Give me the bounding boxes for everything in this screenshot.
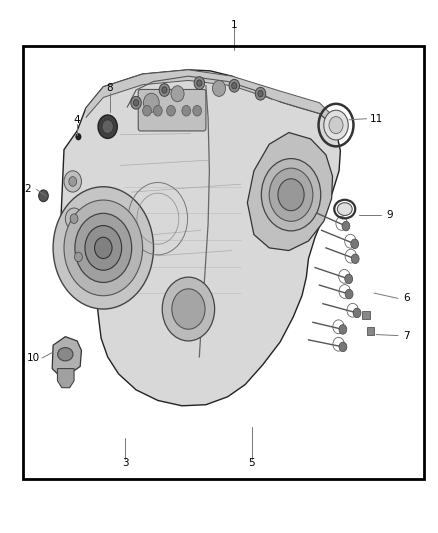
Text: 10: 10: [27, 353, 40, 363]
Circle shape: [255, 87, 266, 100]
Polygon shape: [60, 70, 340, 406]
Circle shape: [144, 93, 159, 112]
FancyBboxPatch shape: [138, 90, 206, 131]
Circle shape: [162, 277, 215, 341]
Circle shape: [171, 86, 184, 102]
Circle shape: [143, 106, 151, 116]
Circle shape: [342, 221, 350, 231]
Circle shape: [74, 252, 82, 262]
Circle shape: [95, 237, 112, 259]
Circle shape: [75, 213, 132, 282]
Circle shape: [85, 225, 122, 270]
Circle shape: [70, 214, 78, 223]
Circle shape: [324, 110, 348, 140]
Circle shape: [131, 96, 141, 109]
Text: 3: 3: [122, 458, 128, 468]
Text: 1: 1: [231, 20, 237, 30]
Text: 6: 6: [403, 293, 410, 303]
Circle shape: [172, 289, 205, 329]
Text: 7: 7: [403, 330, 410, 341]
Circle shape: [69, 176, 77, 186]
Circle shape: [64, 200, 143, 296]
Bar: [362, 311, 370, 319]
Bar: [367, 327, 374, 335]
Circle shape: [64, 171, 81, 192]
Circle shape: [269, 168, 313, 221]
Circle shape: [212, 80, 226, 96]
Circle shape: [197, 80, 202, 86]
Circle shape: [353, 308, 361, 318]
Polygon shape: [247, 133, 332, 251]
Circle shape: [258, 91, 263, 97]
Polygon shape: [57, 368, 74, 387]
Circle shape: [351, 254, 359, 263]
Circle shape: [53, 187, 153, 309]
Text: 5: 5: [248, 458, 255, 468]
Text: 9: 9: [386, 211, 392, 221]
Circle shape: [329, 117, 343, 134]
Circle shape: [39, 190, 48, 201]
Text: 2: 2: [25, 184, 31, 195]
Circle shape: [193, 106, 201, 116]
Circle shape: [98, 115, 117, 139]
Circle shape: [166, 106, 175, 116]
Circle shape: [232, 83, 237, 89]
Circle shape: [134, 100, 139, 106]
Polygon shape: [86, 70, 330, 123]
Bar: [22, 46, 424, 479]
Circle shape: [153, 106, 162, 116]
Circle shape: [351, 239, 359, 248]
Polygon shape: [52, 337, 81, 374]
Circle shape: [339, 342, 347, 352]
Circle shape: [194, 77, 205, 90]
Circle shape: [162, 87, 167, 93]
Ellipse shape: [337, 203, 352, 215]
Circle shape: [65, 208, 83, 229]
Circle shape: [345, 274, 353, 284]
Text: 11: 11: [370, 114, 383, 124]
Circle shape: [70, 246, 87, 268]
Circle shape: [261, 159, 321, 231]
Circle shape: [76, 134, 81, 140]
Circle shape: [278, 179, 304, 211]
Circle shape: [102, 120, 113, 134]
Circle shape: [339, 325, 347, 334]
Circle shape: [229, 79, 240, 92]
Text: 8: 8: [106, 83, 113, 93]
Circle shape: [345, 289, 353, 299]
Circle shape: [182, 106, 191, 116]
Text: 4: 4: [74, 115, 81, 125]
Circle shape: [159, 84, 170, 96]
Ellipse shape: [58, 348, 73, 361]
